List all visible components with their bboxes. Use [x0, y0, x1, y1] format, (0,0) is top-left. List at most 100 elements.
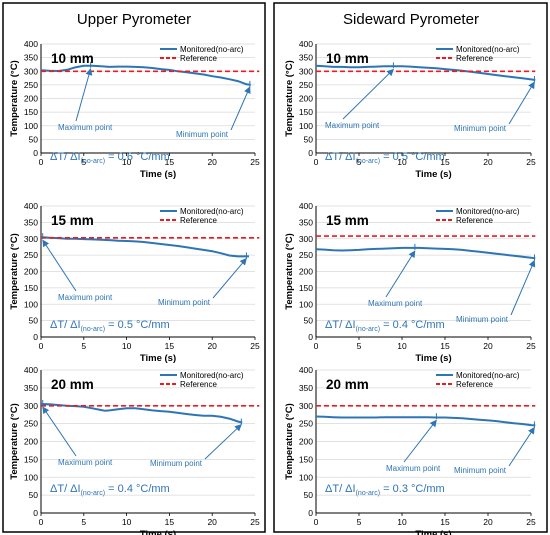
y-tick-label: 200	[299, 437, 313, 447]
min-arrow	[212, 257, 247, 299]
x-tick-label: 0	[314, 157, 319, 167]
y-tick-label: 300	[299, 234, 313, 244]
y-tick-label: 0	[33, 508, 38, 518]
x-tick-label: 5	[357, 341, 362, 351]
max-arrow	[42, 239, 77, 292]
min-point-label: Minimum point	[158, 298, 211, 307]
x-tick-label: 20	[207, 517, 217, 527]
x-tick-label: 10	[397, 341, 407, 351]
x-tick-label: 25	[526, 341, 536, 351]
x-tick-label: 20	[483, 341, 493, 351]
rate-label: ΔT/ ΔI(no-arc) = 0.3 °C/mm	[325, 483, 445, 497]
y-tick-label: 250	[24, 419, 38, 429]
rate-label: ΔT/ ΔI(no-arc) = 0.4 °C/mm	[50, 483, 170, 497]
x-tick-label: 25	[526, 517, 536, 527]
min-arrow	[230, 86, 251, 131]
min-arrow	[510, 259, 536, 316]
y-tick-label: 200	[24, 94, 38, 104]
y-tick-label: 100	[299, 121, 313, 131]
y-tick-label: 50	[304, 490, 314, 500]
x-tick-label: 5	[81, 157, 86, 167]
x-tick-label: 0	[39, 157, 44, 167]
legend-entry: Monitored(no-arc)	[180, 371, 244, 380]
max-point-label: Maximum point	[368, 299, 423, 308]
x-tick-label: 15	[440, 517, 450, 527]
panel-0: 0 50 100 150 200 250 300 350 400 0 5 10 15 20 25 Time (…	[9, 39, 260, 180]
y-tick-label: 100	[299, 299, 313, 309]
y-tick-label: 350	[24, 53, 38, 63]
max-arrow	[75, 68, 93, 122]
y-tick-label: 150	[24, 283, 38, 293]
monitored-line	[40, 236, 249, 258]
legend-entry: Reference	[180, 54, 217, 63]
panel-title: 20 mm	[326, 377, 369, 392]
x-tick-label: 20	[483, 517, 493, 527]
x-tick-label: 10	[397, 157, 407, 167]
panel-2: 0 50 100 150 200 250 300 350 400 0 5 10 15 20 25 Time (…	[9, 201, 260, 364]
column-title-sideward: Sideward Pyrometer	[343, 11, 479, 28]
panel-title: 20 mm	[51, 377, 94, 392]
y-tick-label: 100	[299, 472, 313, 482]
y-tick-label: 350	[24, 383, 38, 393]
y-tick-label: 50	[29, 490, 39, 500]
y-tick-label: 0	[308, 508, 313, 518]
rate-label: ΔT/ ΔI(no-arc) = 0.5 °C/mm	[50, 319, 170, 333]
legend-entry: Monitored(no-arc)	[456, 371, 520, 380]
y-tick-label: 350	[299, 53, 313, 63]
y-tick-label: 400	[299, 201, 313, 211]
min-point-label: Minimum point	[456, 315, 509, 324]
x-tick-label: 10	[122, 517, 132, 527]
panel-title: 15 mm	[326, 213, 369, 228]
y-tick-label: 0	[308, 148, 313, 158]
y-tick-label: 0	[33, 332, 38, 342]
y-tick-label: 150	[299, 107, 313, 117]
x-tick-label: 15	[165, 157, 175, 167]
y-tick-label: 350	[299, 217, 313, 227]
x-tick-label: 0	[39, 341, 44, 351]
x-tick-label: 25	[250, 157, 260, 167]
panel-title: 10 mm	[51, 51, 94, 66]
panel-3: 0 50 100 150 200 250 300 350 400 0 5 10 15 20 25 Time (…	[284, 201, 536, 364]
max-arrow	[42, 406, 77, 457]
y-tick-label: 400	[24, 39, 38, 49]
x-tick-label: 25	[250, 341, 260, 351]
legend-entry: Reference	[456, 380, 493, 389]
x-axis-label: Time (s)	[140, 169, 176, 180]
y-tick-label: 300	[24, 401, 38, 411]
max-arrow	[403, 419, 437, 463]
y-tick-label: 250	[299, 250, 313, 260]
y-tick-label: 350	[299, 383, 313, 393]
x-tick-label: 20	[207, 157, 217, 167]
min-arrow	[508, 81, 535, 125]
x-tick-label: 10	[397, 517, 407, 527]
panel-title: 10 mm	[326, 51, 369, 66]
y-axis-label: Temperature (°C)	[9, 233, 20, 309]
min-point-label: Minimum point	[454, 124, 507, 133]
x-axis-label: Time (s)	[140, 529, 176, 535]
x-tick-label: 15	[165, 517, 175, 527]
rate-label: ΔT/ ΔI(no-arc) = 0.6 °C/mm	[50, 151, 170, 165]
max-arrow	[385, 250, 416, 298]
min-point-label: Minimum point	[150, 459, 203, 468]
y-tick-label: 350	[24, 217, 38, 227]
max-arrow	[342, 68, 394, 120]
panel-title: 15 mm	[51, 213, 94, 228]
y-tick-label: 250	[299, 419, 313, 429]
y-tick-label: 150	[299, 283, 313, 293]
legend-entry: Monitored(no-arc)	[180, 207, 244, 216]
y-tick-label: 100	[24, 472, 38, 482]
x-tick-label: 25	[526, 157, 536, 167]
monitored-line	[315, 64, 536, 81]
y-tick-label: 150	[24, 107, 38, 117]
y-tick-label: 100	[24, 299, 38, 309]
x-tick-label: 15	[440, 157, 450, 167]
panel-1: 0 50 100 150 200 250 300 350 400 0 5 10 15 20 25 Time (…	[284, 39, 536, 180]
legend-entry: Reference	[180, 216, 217, 225]
y-axis-label: Temperature (°C)	[9, 403, 20, 479]
rate-label: ΔT/ ΔI(no-arc) = 0.5 °C/mm	[325, 151, 445, 165]
y-tick-label: 50	[29, 134, 39, 144]
x-tick-label: 5	[357, 517, 362, 527]
y-tick-label: 250	[24, 80, 38, 90]
y-axis-label: Temperature (°C)	[284, 233, 295, 309]
y-tick-label: 200	[24, 437, 38, 447]
